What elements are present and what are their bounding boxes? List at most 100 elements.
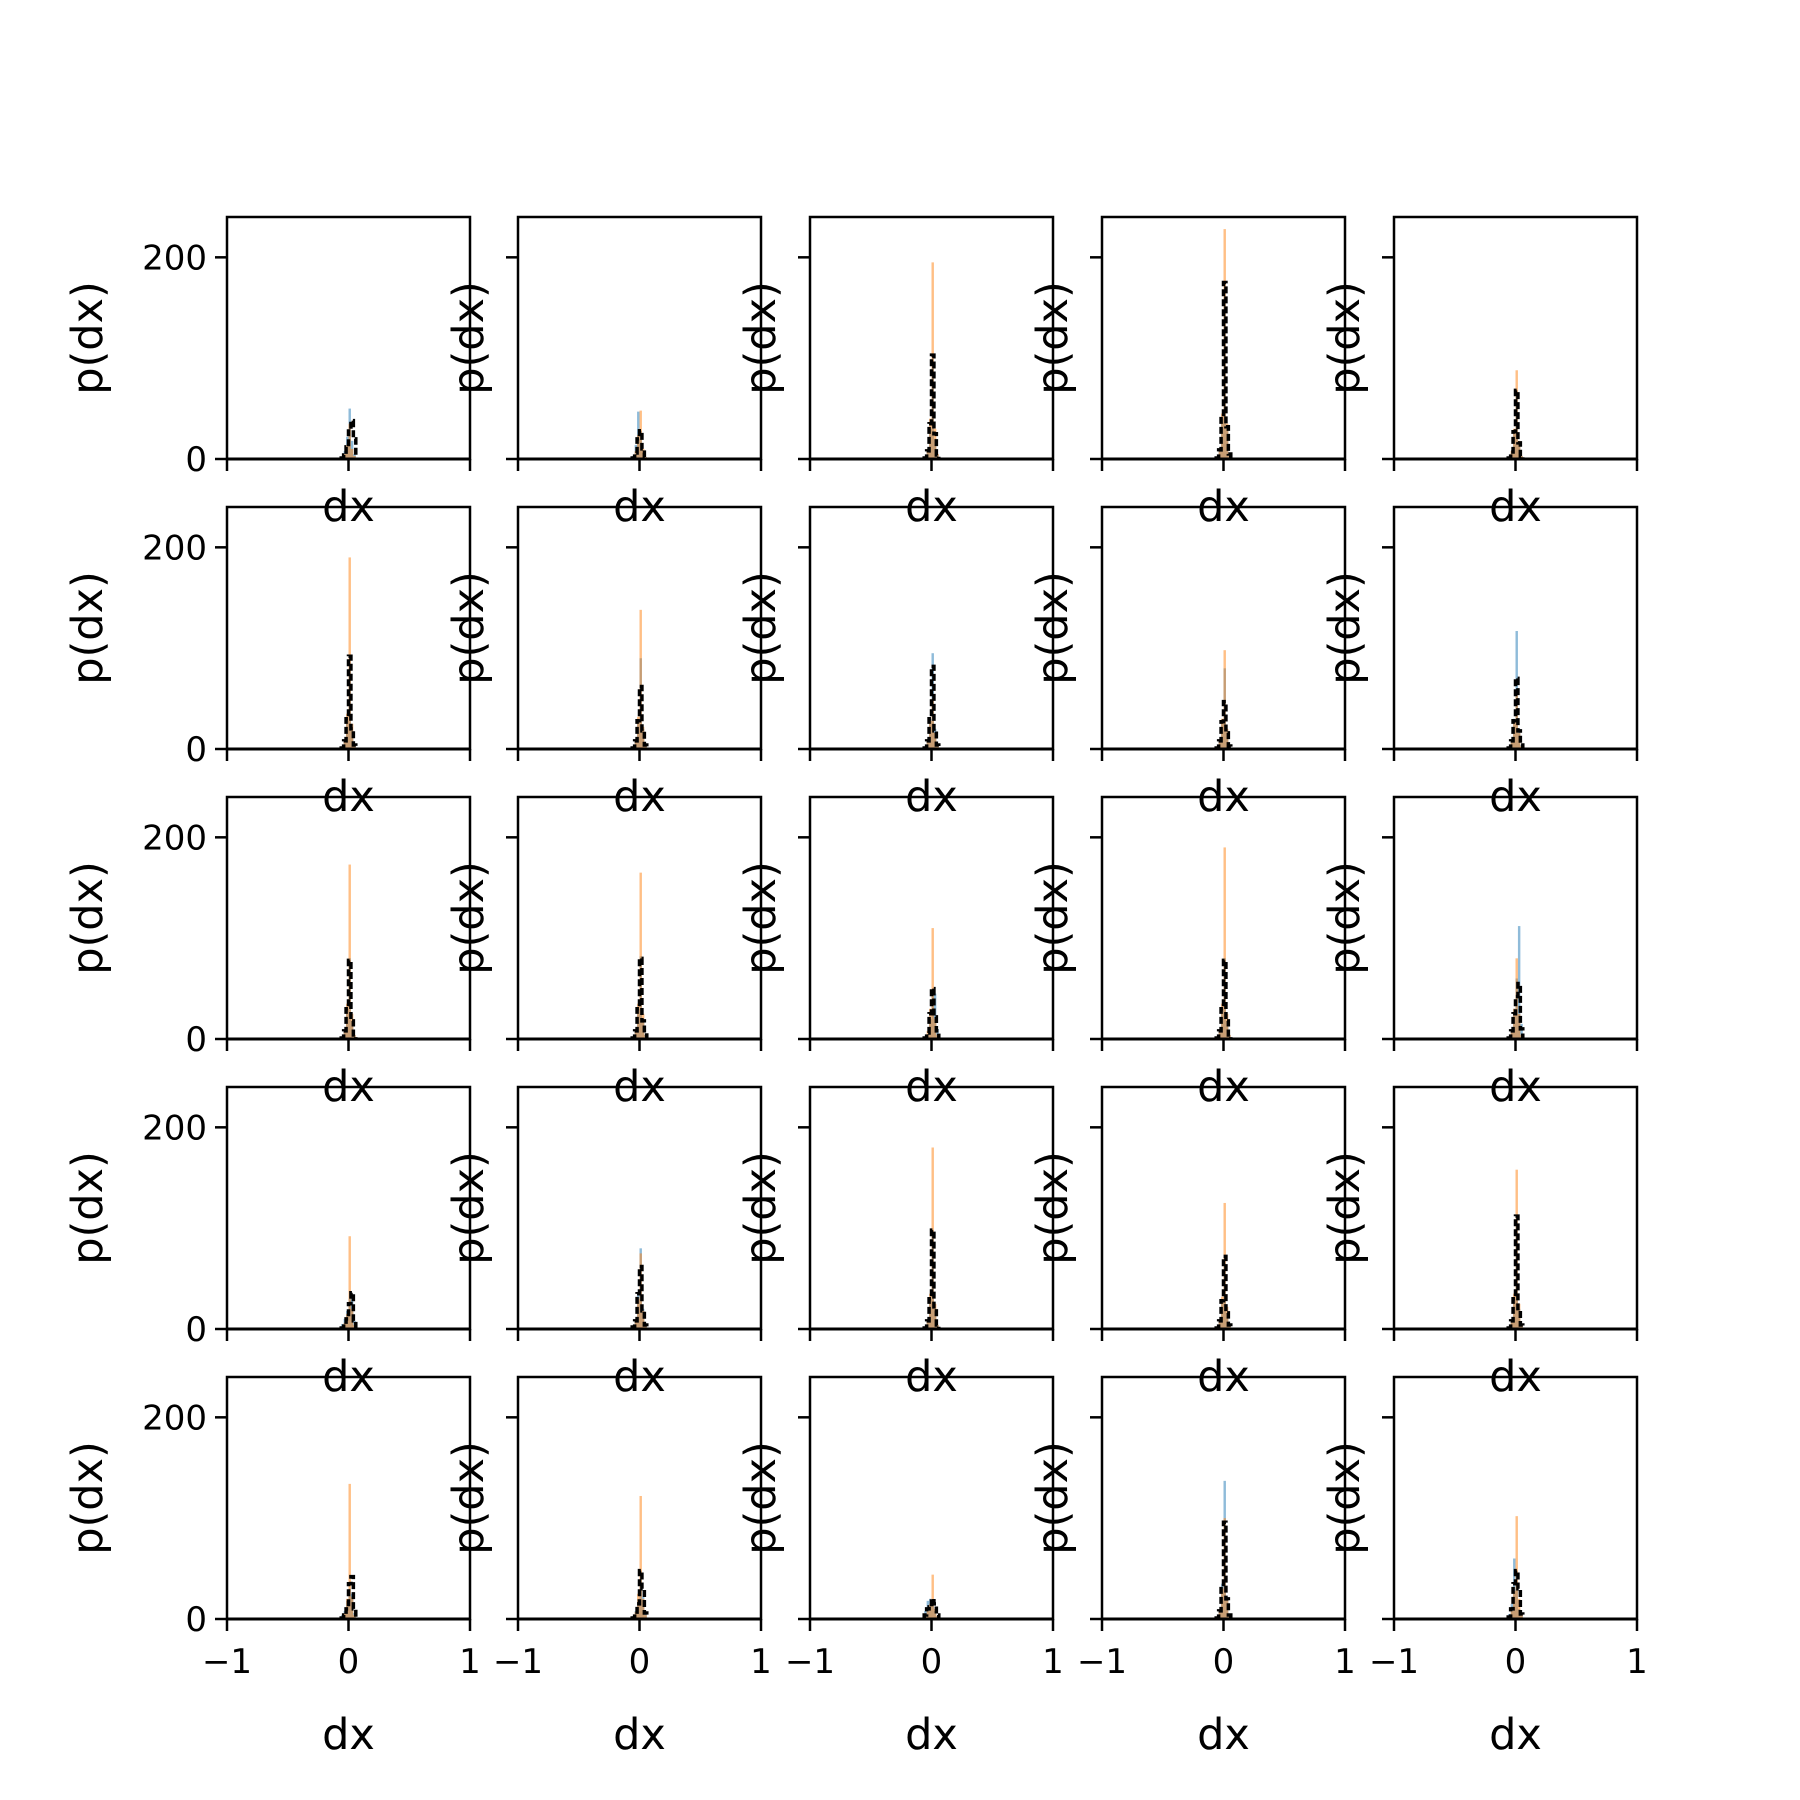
series-black-step: [630, 956, 649, 1040]
subplot-4-2: −1 0 1 dx p(dx): [736, 1375, 1064, 1760]
bar-orange: [1513, 1590, 1516, 1619]
series-black-step: [922, 664, 941, 750]
bar-orange: [1513, 721, 1516, 749]
bar-orange: [350, 448, 354, 459]
x-tick-label: −1: [785, 1642, 835, 1682]
subplot-4-1: −1 0 1 dx p(dx): [444, 1375, 772, 1760]
subplot-0-2: dxp(dx): [736, 215, 1055, 532]
bar-orange: [1520, 1324, 1523, 1329]
bar-orange: [933, 1608, 937, 1619]
series-black-step: [630, 1568, 649, 1620]
series-black-step: [922, 986, 941, 1040]
bar-orange: [1513, 428, 1516, 459]
y-axis-label: p(dx): [444, 1151, 494, 1265]
bar-orange: [639, 609, 642, 749]
bar-orange: [348, 1236, 351, 1329]
subplot-0-4: dxp(dx): [1320, 215, 1639, 532]
series-black-step: [1214, 958, 1233, 1040]
bar-orange: [929, 1603, 932, 1620]
y-axis-label: p(dx): [63, 571, 113, 685]
bar-orange: [1228, 1034, 1231, 1039]
x-tick-label: 1: [1334, 1642, 1356, 1682]
x-axis-label: dx: [613, 1710, 666, 1760]
bar-orange: [353, 1614, 356, 1619]
bar-orange: [353, 1034, 356, 1039]
y-axis-label: p(dx): [736, 281, 786, 395]
bar-orange: [1221, 413, 1224, 460]
bar-orange: [1223, 650, 1226, 749]
y-tick-label: 0: [185, 440, 207, 480]
bar-orange: [1218, 448, 1222, 459]
bar-orange: [931, 698, 934, 749]
y-axis-label: p(dx): [1028, 281, 1078, 395]
bar-orange: [641, 1598, 645, 1619]
y-tick-label: 0: [185, 1020, 207, 1060]
x-axis-label: dx: [1197, 1710, 1250, 1760]
bar-orange: [644, 1324, 647, 1329]
y-axis-label: p(dx): [1028, 861, 1078, 975]
series-black-step: [630, 1264, 649, 1329]
y-axis-label: p(dx): [444, 571, 494, 685]
y-tick-label: 200: [142, 1108, 207, 1148]
x-axis-label: dx: [905, 1710, 958, 1760]
bar-orange: [1221, 718, 1224, 749]
series-black-step: [1506, 388, 1525, 460]
series-black-step: [922, 1597, 941, 1619]
bar-orange: [639, 1495, 642, 1619]
y-axis-label: p(dx): [1320, 1151, 1370, 1265]
y-axis-label: p(dx): [736, 1441, 786, 1555]
bar-orange: [1515, 1516, 1518, 1619]
y-tick-label: 200: [142, 528, 207, 568]
y-axis-label: p(dx): [63, 1441, 113, 1555]
series-black-step: [1214, 699, 1233, 750]
bar-orange: [929, 720, 932, 749]
bar-orange: [1513, 1008, 1516, 1039]
series-black-step: [1214, 1254, 1233, 1330]
bar-orange: [931, 928, 934, 1039]
bar-orange: [936, 745, 939, 749]
y-axis-label: p(dx): [63, 1151, 113, 1265]
y-axis-label: p(dx): [1028, 571, 1078, 685]
x-tick-label: 1: [1626, 1642, 1648, 1682]
y-axis-label: p(dx): [1320, 861, 1370, 975]
subplot-2-3: dxp(dx): [1028, 795, 1347, 1112]
series-black-step: [1506, 981, 1525, 1040]
y-axis-label: p(dx): [1320, 1441, 1370, 1555]
bar-orange: [644, 1614, 647, 1619]
series-black-step: [339, 958, 358, 1040]
series-black-step: [1214, 280, 1233, 460]
x-tick-label: 1: [750, 1642, 772, 1682]
x-tick-label: 0: [1505, 1642, 1527, 1682]
bar-orange: [929, 1008, 932, 1039]
y-axis-label: p(dx): [736, 1151, 786, 1265]
subplot-1-2: dxp(dx): [736, 505, 1055, 822]
series-black-step: [1506, 1214, 1525, 1330]
y-tick-label: 200: [142, 238, 207, 278]
x-axis-label: dx: [322, 1710, 375, 1760]
y-axis-label: p(dx): [736, 861, 786, 975]
y-tick-label: 200: [142, 1398, 207, 1438]
y-axis-label: p(dx): [1028, 1151, 1078, 1265]
bar-orange: [1221, 1588, 1224, 1619]
x-tick-label: −1: [1077, 1642, 1127, 1682]
bar-orange: [1517, 1598, 1521, 1619]
bar-orange: [926, 448, 930, 459]
subplot-0-1: dxp(dx): [444, 215, 763, 532]
x-tick-label: 1: [459, 1642, 481, 1682]
bar-orange: [348, 1483, 351, 1619]
bar-orange: [353, 744, 356, 749]
x-tick-label: 0: [338, 1642, 360, 1682]
series-black-step: [339, 1574, 358, 1620]
y-axis-label: p(dx): [444, 1441, 494, 1555]
bar-orange: [637, 1593, 640, 1619]
series-black-step: [922, 1228, 941, 1330]
x-tick-label: 0: [1213, 1642, 1235, 1682]
series-black-step: [922, 353, 941, 460]
bar-orange: [1223, 847, 1226, 1039]
series-black-step: [1506, 1568, 1525, 1619]
subplot-panels: 0200dxp(dx)dxp(dx)dxp(dx)dxp(dx)dxp(dx)0…: [63, 215, 1648, 1760]
